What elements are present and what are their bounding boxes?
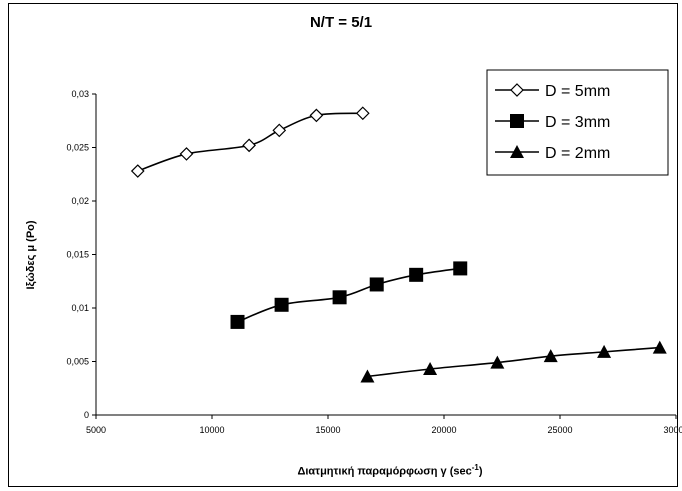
legend-marker [510, 83, 524, 97]
y-tick-label: 0,015 [66, 250, 89, 260]
series-2 [230, 261, 468, 329]
x-tick-label: 25000 [547, 425, 572, 435]
x-tick-label: 10000 [199, 425, 224, 435]
data-point [179, 147, 194, 161]
data-point [272, 123, 287, 138]
series-line [367, 346, 660, 378]
series-line [237, 267, 461, 323]
legend: D = 5mm D = 3mm D = 2mm [486, 69, 669, 176]
series-layer [130, 106, 667, 383]
data-point [423, 361, 438, 375]
data-point [309, 108, 324, 123]
data-point [453, 261, 468, 276]
data-point [543, 349, 558, 363]
legend-label: D = 5mm [545, 83, 610, 100]
data-point [355, 106, 370, 121]
legend-label: D = 3mm [545, 114, 610, 131]
data-point [490, 355, 505, 369]
data-point [409, 267, 424, 282]
data-point [242, 138, 256, 153]
x-tick-label: 15000 [315, 425, 340, 435]
data-point [652, 340, 667, 354]
data-point [274, 297, 289, 312]
x-tick-label: 5000 [86, 425, 106, 435]
axes: 0 0,005 0,01 0,015 0,02 0,025 0,03 5000 10000 150… [66, 89, 682, 435]
data-point [597, 344, 612, 358]
series-3 [360, 340, 667, 383]
y-tick-label: 0,025 [66, 143, 89, 153]
x-axis-label: Διατμητική παραμόρφωση γ (sec-1) [95, 463, 682, 478]
data-point [130, 164, 145, 178]
x-axis-label-sup: -1 [471, 463, 479, 472]
legend-marker [510, 114, 524, 128]
x-tick-label: 20000 [431, 425, 456, 435]
legend-marker [510, 145, 524, 158]
y-tick-label: 0,01 [71, 303, 89, 313]
y-tick-label: 0,03 [71, 89, 89, 99]
x-axis-label-end: ) [478, 465, 483, 478]
x-tick-label: 30000 [663, 425, 682, 435]
series-1 [130, 106, 370, 178]
data-point [369, 277, 384, 292]
data-point [230, 314, 245, 329]
data-point [332, 290, 347, 305]
chart-title: N/T = 5/1 [309, 14, 373, 31]
x-axis-label-main: Διατμητική παραμόρφωση γ (sec [297, 465, 472, 478]
y-tick-label: 0,02 [71, 196, 89, 206]
y-tick-label: 0,005 [66, 357, 89, 367]
legend-label: D = 2mm [545, 145, 610, 162]
data-point [360, 369, 375, 383]
y-tick-label: 0 [84, 410, 89, 420]
